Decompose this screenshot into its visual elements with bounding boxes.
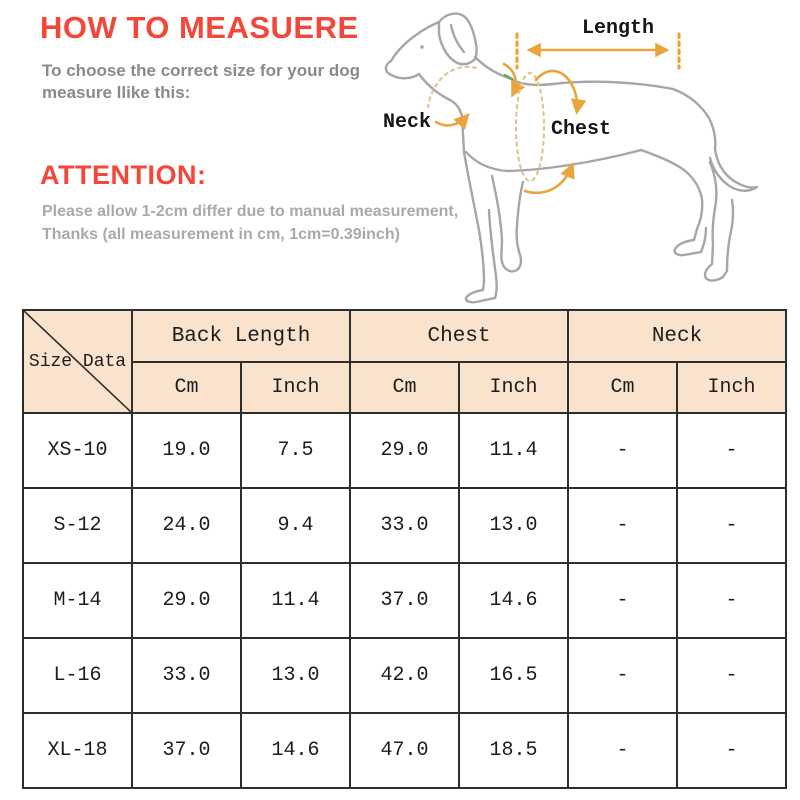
size-value-cell: -: [676, 562, 788, 639]
group-header-back-length: Back Length: [131, 309, 351, 363]
group-header-chest: Chest: [348, 309, 570, 363]
chest-dashed-ellipse: [514, 71, 546, 183]
corner-label: Size Data: [28, 352, 127, 372]
unit-header-neck-cm: Cm: [567, 361, 679, 414]
size-chart-table: Size Data Back Length Chest Neck Cm Inch…: [22, 309, 788, 789]
unit-header-neck-inch: Inch: [676, 361, 788, 414]
size-value-cell: -: [567, 712, 679, 789]
dog-ear: [437, 12, 478, 66]
size-value-cell: 16.5: [457, 637, 570, 714]
dog-outline: [384, 12, 759, 304]
page-title: HOW TO MEASUERE: [40, 10, 359, 45]
size-value-cell: 33.0: [131, 637, 242, 714]
dog-measurement-diagram: Length Neck Chest: [383, 12, 759, 304]
neck-label: Neck: [383, 111, 431, 134]
dog-rear-far-leg: [703, 160, 735, 282]
size-label: XL-18: [22, 712, 133, 789]
attention-note: Please allow 1-2cm differ due to manual …: [42, 200, 458, 246]
unit-header-row: Cm Inch Cm Inch Cm Inch: [23, 361, 788, 414]
size-value-cell: 11.4: [457, 412, 570, 489]
size-value-cell: -: [567, 487, 679, 564]
size-value-cell: -: [567, 412, 679, 489]
attention-line-1: Please allow 1-2cm differ due to manual …: [42, 203, 459, 220]
group-header-row: Size Data Back Length Chest Neck: [22, 309, 788, 414]
table-row-l16: L-16 33.0 13.0 42.0 16.5 - -: [22, 637, 788, 714]
dog-belly: [464, 148, 643, 173]
size-value-cell: 19.0: [131, 412, 242, 489]
dog-head-top: [389, 20, 441, 63]
table-row-xl18: XL-18 37.0 14.6 47.0 18.5 - -: [22, 712, 788, 789]
size-value-cell: 33.0: [349, 487, 460, 564]
subtitle-line-2: measure llike this:: [42, 83, 191, 102]
neck-arrow: [434, 113, 470, 130]
size-value-cell: -: [567, 562, 679, 639]
chest-top-arrow: [534, 69, 587, 115]
table-row-m14: M-14 29.0 11.4 37.0 14.6 - -: [22, 562, 788, 639]
size-value-cell: 14.6: [240, 712, 351, 789]
withers-mark: [503, 73, 514, 81]
table-row-xs10: XS-10 19.0 7.5 29.0 11.4 - -: [22, 412, 788, 489]
dog-eye: [420, 45, 424, 49]
subtitle-line-1: To choose the correct size for your dog: [42, 61, 361, 80]
dog-ear-inner-line: [449, 23, 466, 54]
unit-header-back-length-cm: Cm: [131, 361, 242, 414]
chest-label: Chest: [551, 118, 611, 141]
measure-instructions: To choose the correct size for your dog …: [42, 60, 360, 104]
size-value-cell: -: [676, 712, 788, 789]
size-value-cell: 11.4: [240, 562, 351, 639]
size-label: L-16: [22, 637, 133, 714]
size-value-cell: 7.5: [240, 412, 351, 489]
dog-throat: [417, 72, 466, 154]
unit-header-chest-inch: Inch: [457, 361, 570, 414]
size-label: S-12: [22, 487, 133, 564]
size-value-cell: 24.0: [131, 487, 242, 564]
measurement-annotations: [426, 32, 681, 195]
size-value-cell: 42.0: [349, 637, 460, 714]
size-value-cell: 13.0: [240, 637, 351, 714]
neck-dashed-arc: [426, 65, 478, 109]
size-value-cell: 29.0: [131, 562, 242, 639]
size-value-cell: -: [676, 412, 788, 489]
size-value-cell: 37.0: [131, 712, 242, 789]
size-value-cell: 37.0: [349, 562, 460, 639]
size-value-cell: 47.0: [349, 712, 460, 789]
unit-header-back-length-inch: Inch: [240, 361, 351, 414]
corner-cell: Size Data: [22, 309, 133, 414]
length-label: Length: [582, 17, 654, 40]
dog-front-near-leg: [462, 150, 498, 304]
dog-rump: [671, 87, 717, 151]
size-value-cell: 13.0: [457, 487, 570, 564]
table-row-s12: S-12 24.0 9.4 33.0 13.0 - -: [22, 487, 788, 564]
dog-muzzle: [384, 59, 421, 80]
size-value-cell: -: [676, 487, 788, 564]
attention-heading: ATTENTION:: [40, 160, 207, 190]
group-header-neck: Neck: [567, 309, 788, 363]
size-value-cell: 9.4: [240, 487, 351, 564]
size-value-cell: -: [676, 637, 788, 714]
size-label: M-14: [22, 562, 133, 639]
size-label: XS-10: [22, 412, 133, 489]
size-value-cell: 29.0: [349, 412, 460, 489]
size-value-cell: 14.6: [457, 562, 570, 639]
attention-line-2: Thanks (all measurement in cm, 1cm=0.39i…: [42, 226, 400, 243]
dog-rear-near-leg: [639, 148, 708, 257]
shoulder-arrow: [502, 62, 526, 98]
chest-bottom-arrow: [523, 162, 575, 195]
corner-diagonal-line: [24, 311, 131, 412]
dog-tail: [708, 147, 759, 192]
size-value-cell: -: [567, 637, 679, 714]
dog-front-far-leg: [490, 174, 525, 273]
dog-back: [507, 76, 675, 91]
unit-header-chest-cm: Cm: [349, 361, 460, 414]
size-value-cell: 18.5: [457, 712, 570, 789]
